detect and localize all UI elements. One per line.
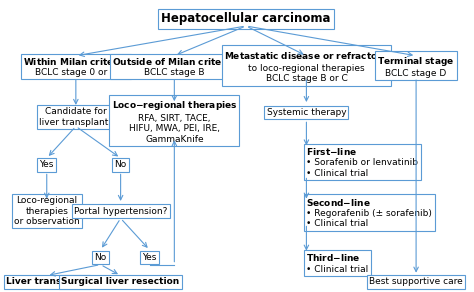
Text: $\bf{First{-}line}$
• Sorafenib or lenvatinib
• Clinical trial: $\bf{First{-}line}$ • Sorafenib or lenva… [306, 146, 419, 178]
Text: $\bf{Within\ Milan\ criteria}$
BCLC stage 0 or A: $\bf{Within\ Milan\ criteria}$ BCLC stag… [23, 56, 128, 77]
Text: $\bf{Loco{-}regional\ therapies}$
RFA, SIRT, TACE,
HIFU, MWA, PEI, IRE,
GammaKni: $\bf{Loco{-}regional\ therapies}$ RFA, S… [111, 99, 237, 143]
Text: $\bf{Second{-}line}$
• Regorafenib (± sorafenib)
• Clinical trial: $\bf{Second{-}line}$ • Regorafenib (± so… [306, 197, 432, 228]
Text: Hepatocellular carcinoma: Hepatocellular carcinoma [161, 12, 331, 25]
Text: $\bf{Metastatic\ disease\ or\ refractory}$
to loco-regional therapies
BCLC stage: $\bf{Metastatic\ disease\ or\ refractory… [224, 50, 389, 83]
Text: $\bf{Outside\ of\ Milan\ criteria}$
BCLC stage B: $\bf{Outside\ of\ Milan\ criteria}$ BCLC… [112, 56, 237, 77]
Text: $\bf{Third{-}line}$
• Clinical trial: $\bf{Third{-}line}$ • Clinical trial [306, 253, 369, 274]
Text: Liver transplant: Liver transplant [6, 277, 88, 286]
Text: Candidate for
liver transplant?: Candidate for liver transplant? [39, 107, 113, 127]
Text: Portal hypertension?: Portal hypertension? [74, 206, 167, 215]
Text: Loco-regional
therapies
or observation: Loco-regional therapies or observation [14, 196, 80, 226]
Text: Systemic therapy: Systemic therapy [266, 108, 346, 117]
Text: Surgical liver resection: Surgical liver resection [62, 277, 180, 286]
Text: Yes: Yes [39, 160, 54, 169]
Text: $\bf{Terminal\ stage}$
BCLC stage D: $\bf{Terminal\ stage}$ BCLC stage D [377, 55, 455, 78]
Text: No: No [115, 160, 127, 169]
Text: Yes: Yes [143, 253, 157, 262]
Text: Best supportive care: Best supportive care [369, 277, 463, 286]
Text: No: No [94, 253, 107, 262]
